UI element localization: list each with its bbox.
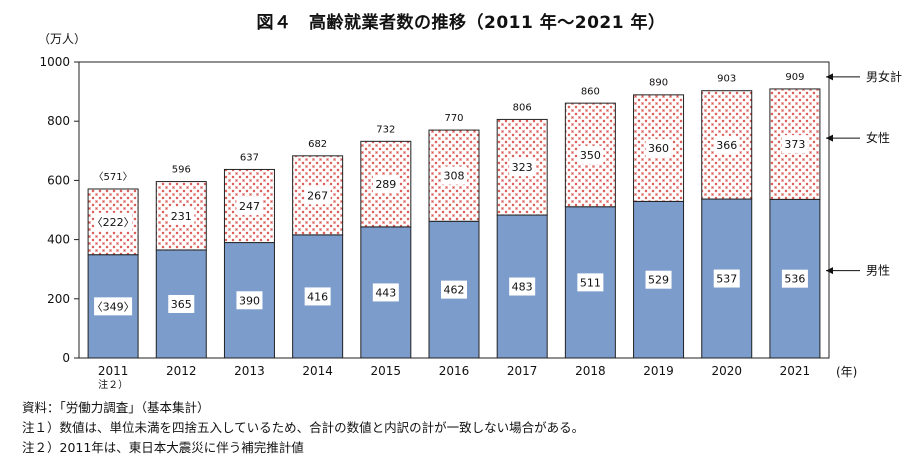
x-tick-label: 2020 (711, 364, 742, 378)
bar-label-female: 323 (512, 161, 533, 174)
bar-label-bg (713, 135, 740, 154)
legend-female-arrow-head (826, 134, 833, 142)
x-tick-label: 2015 (371, 364, 402, 378)
bar-female (769, 88, 821, 200)
bar-label-bg (781, 135, 808, 154)
y-tick-label: 1000 (39, 55, 70, 69)
bar-label-bg (713, 269, 740, 288)
x-tick-label: 2017 (507, 364, 538, 378)
bar-label-female: 308 (444, 170, 465, 183)
bar-total-label: 860 (581, 86, 600, 97)
bar-label-female: 366 (716, 139, 737, 152)
legend-total-label: 男女計 (866, 69, 902, 84)
y-tick-label: 800 (47, 114, 70, 128)
notes: 資料：「労働力調査」（基本集計） 注１）数値は、単位未満を四捨五入しているため、… (22, 398, 584, 458)
bar-label-bg (509, 158, 536, 177)
legend-female-label: 女性 (866, 130, 890, 145)
x-tick-label: 2018 (575, 364, 606, 378)
y-tick-label: 600 (47, 173, 70, 187)
bar-label-bg (236, 197, 263, 216)
bar-label-male: 365 (171, 298, 192, 311)
chart-title: 図４ 高齢就業者数の推移（2011 年～2021 年） (256, 13, 666, 33)
bar-label-female: 〈222〉 (92, 216, 135, 229)
bar-label-male: 443 (375, 286, 396, 299)
bar-total-label: 682 (308, 139, 327, 150)
bar-label-female: 360 (648, 142, 669, 155)
bar-total-label: 732 (376, 124, 395, 135)
bar-label-bg (781, 269, 808, 288)
bar-label-female: 350 (580, 149, 601, 162)
y-tick-label: 0 (62, 351, 70, 365)
bar-label-bg (577, 273, 604, 292)
bar-label-male: 529 (648, 274, 669, 287)
bar-label-bg (577, 145, 604, 164)
bar-label-male: 537 (716, 273, 737, 286)
bar-label-bg (94, 212, 133, 231)
x-tick-label: 2016 (439, 364, 470, 378)
bar-total-label: 909 (785, 72, 804, 83)
bar-label-male: 416 (307, 290, 328, 303)
bar-total-label: 〈571〉 (94, 171, 133, 183)
y-tick-label: 200 (47, 292, 70, 306)
bar-label-bg (168, 294, 195, 313)
bar-label-male: 390 (239, 294, 260, 307)
bar-label-bg (509, 277, 536, 296)
bar-total-label: 637 (240, 152, 259, 163)
y-tick-label: 400 (47, 233, 70, 247)
bar-label-bg (236, 291, 263, 310)
x-axis-unit: (年) (836, 365, 858, 379)
bar-label-female: 247 (239, 200, 260, 213)
source-note: 資料：「労働力調査」（基本集計） (22, 400, 210, 415)
x-tick-label: 2021 (780, 364, 811, 378)
bar-label-male: 〈349〉 (92, 300, 135, 313)
bar-total-label: 770 (444, 113, 463, 124)
bar-label-bg (94, 297, 133, 316)
x-tick-label: 2011 (98, 364, 129, 378)
note-2: 注２）2011年は、東日本大震災に伴う補完推計値 (22, 440, 304, 455)
legend-total-arrow-head (826, 73, 833, 81)
bar-label-male: 536 (784, 273, 805, 286)
bar-label-bg (645, 270, 672, 289)
bar-label-bg (372, 175, 399, 194)
legend-male-arrow-head (826, 267, 833, 275)
x-tick-sublabel: 注２） (98, 378, 128, 391)
x-tick-label: 2012 (166, 364, 197, 378)
bar-label-female: 373 (784, 138, 805, 151)
bar-total-label: 806 (513, 102, 532, 113)
x-tick-label: 2013 (234, 364, 265, 378)
x-tick-label: 2019 (643, 364, 674, 378)
bar-total-label: 903 (717, 74, 736, 85)
bar-label-bg (441, 280, 467, 299)
y-axis-unit: （万人） (38, 32, 87, 46)
bar-label-female: 231 (171, 210, 192, 223)
bar-label-bg (645, 139, 672, 158)
bar-total-label: 596 (172, 165, 191, 176)
bar-label-female: 267 (307, 189, 328, 202)
bar-label-male: 483 (512, 281, 533, 294)
legend-male-label: 男性 (866, 264, 890, 278)
bar-label-bg (304, 287, 331, 306)
bar-label-male: 511 (580, 276, 601, 289)
bar-label-female: 289 (375, 178, 396, 191)
bar-label-bg (168, 206, 195, 225)
bar-label-bg (372, 283, 399, 302)
note-1: 注１）数値は、単位未満を四捨五入しているため、合計の数値と内訳の計が一致しない場… (22, 420, 585, 435)
bar-total-label: 890 (649, 78, 668, 89)
bar-label-bg (441, 166, 467, 185)
x-tick-label: 2014 (302, 364, 333, 378)
bar-label-male: 462 (444, 284, 465, 297)
bar-label-bg (304, 186, 331, 205)
